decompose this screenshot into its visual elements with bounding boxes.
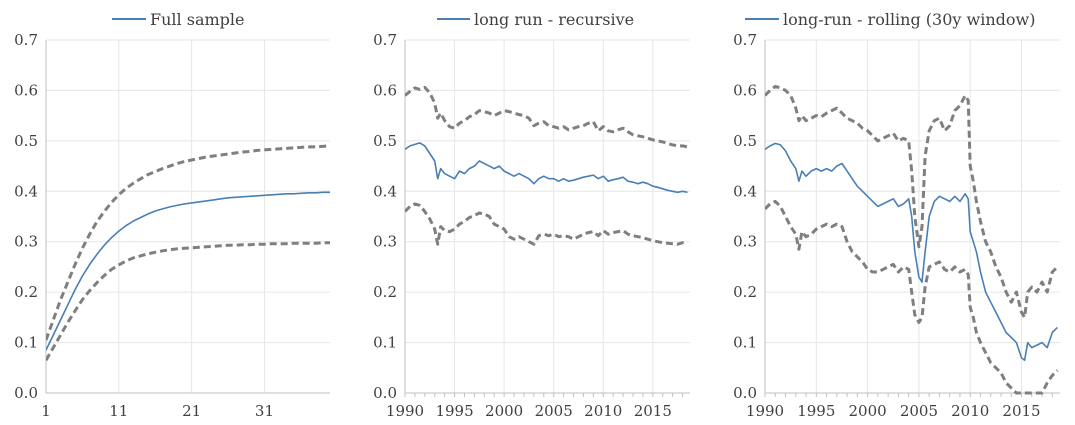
y-tick-label: 0.6 — [14, 81, 38, 99]
x-tick-label: 11 — [109, 402, 128, 420]
series-line-estimate — [46, 191, 330, 351]
y-tick-label: 0.6 — [733, 81, 757, 99]
y-tick-label: 0.0 — [14, 384, 38, 402]
x-tick-label: 2000 — [849, 402, 887, 420]
confidence-band-upper — [765, 84, 1059, 319]
y-tick-label: 0.4 — [373, 182, 397, 200]
panel-2: 0.0 0.1 0.2 0.3 0.4 0.5 0.6 0.7 1990 1995 2000 2005… — [373, 10, 690, 420]
y-tick-label: 0.7 — [14, 31, 38, 49]
legend: long-run - rolling (30y window) — [745, 10, 1035, 29]
y-tick-label: 0.1 — [373, 334, 397, 352]
y-tick-label: 0.1 — [14, 334, 38, 352]
confidence-band-lower — [46, 241, 330, 361]
y-tick-label: 0.6 — [373, 81, 397, 99]
series-line-estimate — [405, 142, 688, 194]
legend: Full sample — [112, 10, 244, 29]
y-tick-label: 0.4 — [733, 182, 757, 200]
x-tick-label: 2015 — [1002, 402, 1040, 420]
legend-label: Full sample — [150, 10, 244, 29]
x-tick-label: 1995 — [435, 402, 473, 420]
y-tick-label: 0.0 — [373, 384, 397, 402]
y-tick-label: 0.0 — [733, 384, 757, 402]
y-tick-label: 0.1 — [733, 334, 757, 352]
legend-label: long run - recursive — [474, 10, 634, 29]
confidence-band-lower — [405, 202, 688, 246]
y-tick-label: 0.2 — [733, 283, 757, 301]
x-tick-label: 1990 — [746, 402, 784, 420]
legend-label: long-run - rolling (30y window) — [783, 10, 1035, 29]
y-tick-label: 0.5 — [373, 132, 397, 150]
legend: long run - recursive — [437, 10, 634, 29]
x-tick-label: 1 — [41, 402, 51, 420]
confidence-band-upper — [405, 85, 688, 149]
y-tick-label: 0.5 — [733, 132, 757, 150]
x-tick-label: 2005 — [535, 402, 573, 420]
y-tick-label: 0.3 — [733, 233, 757, 251]
x-tick-label: 1990 — [386, 402, 424, 420]
y-tick-label: 0.7 — [733, 31, 757, 49]
confidence-band-lower — [765, 199, 1059, 395]
y-tick-label: 0.3 — [373, 233, 397, 251]
y-tick-label: 0.2 — [373, 283, 397, 301]
x-tick-label: 21 — [182, 402, 201, 420]
x-tick-label: 2010 — [584, 402, 622, 420]
y-tick-label: 0.3 — [14, 233, 38, 251]
y-tick-label: 0.2 — [14, 283, 38, 301]
y-tick-label: 0.5 — [14, 132, 38, 150]
x-tick-label: 2010 — [951, 402, 989, 420]
y-tick-label: 0.4 — [14, 182, 38, 200]
x-tick-label: 1995 — [797, 402, 835, 420]
panel-3: 0.0 0.1 0.2 0.3 0.4 0.5 0.6 0.7 1990 1995 2000 2005… — [733, 10, 1060, 420]
series-line-estimate — [765, 142, 1058, 362]
x-tick-label: 31 — [255, 402, 274, 420]
x-tick-label: 2005 — [900, 402, 938, 420]
confidence-band-upper — [46, 144, 330, 341]
x-tick-label: 2000 — [485, 402, 523, 420]
y-tick-label: 0.7 — [373, 31, 397, 49]
x-tick-label: 2015 — [634, 402, 672, 420]
